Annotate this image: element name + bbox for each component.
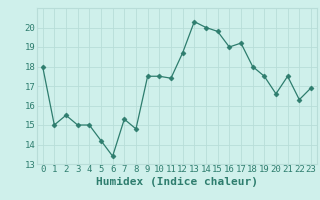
X-axis label: Humidex (Indice chaleur): Humidex (Indice chaleur) (96, 177, 258, 187)
